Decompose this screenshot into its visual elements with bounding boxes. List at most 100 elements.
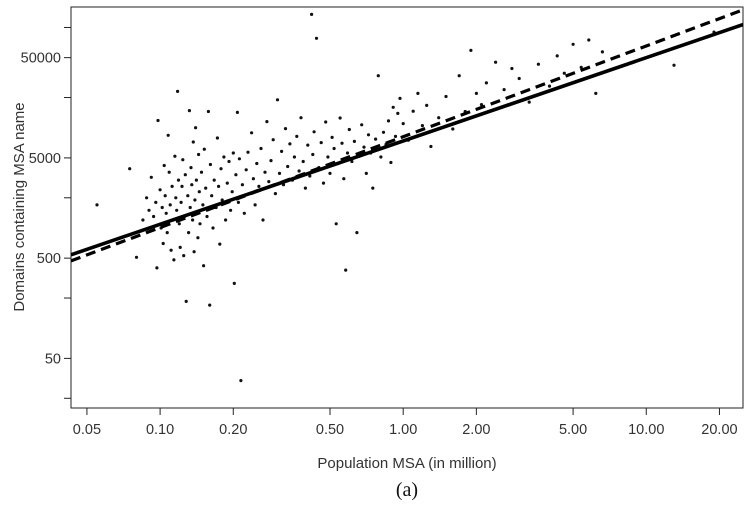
data-point: [164, 211, 168, 215]
data-point: [236, 200, 240, 204]
x-axis: 0.05 0.10 0.20 0.50 1.00 2.00 5.00 10.00 20.00: [73, 408, 738, 438]
data-point: [277, 171, 282, 175]
data-point: [366, 133, 371, 137]
x-tick-label: 1.00: [389, 422, 417, 438]
data-point: [201, 203, 205, 207]
data-point: [310, 12, 314, 16]
data-point: [128, 167, 132, 171]
data-point: [312, 130, 316, 134]
data-point: [527, 100, 531, 104]
data-point: [398, 96, 402, 100]
data-point: [224, 218, 228, 222]
data-point: [536, 62, 541, 66]
data-point: [579, 65, 583, 69]
x-tick-label: 20.00: [701, 422, 737, 438]
data-point: [257, 184, 261, 188]
data-point: [338, 116, 342, 120]
data-point: [156, 118, 160, 123]
data-point: [197, 152, 201, 157]
data-point: [167, 170, 171, 174]
data-point: [420, 124, 424, 128]
data-point: [199, 170, 204, 174]
data-point: [244, 168, 248, 172]
data-point: [265, 120, 269, 124]
data-point: [169, 248, 173, 252]
data-point: [416, 91, 420, 95]
data-point: [212, 178, 216, 182]
data-point: [210, 194, 214, 198]
data-point: [271, 138, 275, 142]
x-tick-label: 0.20: [219, 422, 247, 438]
data-point: [502, 88, 506, 92]
data-point: [194, 126, 198, 130]
data-point: [165, 231, 169, 235]
data-point: [250, 131, 254, 135]
data-point: [168, 203, 172, 207]
data-point: [345, 151, 350, 155]
data-point: [396, 111, 400, 115]
data-point: [225, 181, 229, 185]
data-point: [301, 159, 305, 164]
data-point: [352, 139, 356, 143]
plot-frame: [70, 6, 744, 409]
data-point: [154, 200, 158, 204]
data-point: [259, 146, 263, 151]
data-point: [166, 133, 170, 137]
data-point: [393, 134, 398, 138]
data-point: [160, 205, 164, 210]
data-point: [176, 89, 180, 93]
data-point: [208, 303, 212, 307]
y-tick-label: 5000: [29, 151, 61, 167]
data-point: [227, 159, 231, 164]
x-tick-label: 10.00: [628, 422, 664, 438]
y-tick-label: 500: [37, 251, 61, 267]
solid-fit-line: [70, 22, 744, 257]
data-point: [239, 379, 243, 383]
x-tick-label: 0.10: [146, 422, 174, 438]
data-point: [170, 184, 174, 188]
data-point: [288, 142, 292, 146]
data-point: [175, 208, 179, 212]
data-point: [364, 171, 368, 175]
data-point: [134, 255, 139, 259]
data-point: [181, 158, 185, 162]
data-point: [360, 123, 364, 127]
data-point: [474, 91, 478, 95]
data-point: [334, 222, 338, 226]
data-point: [186, 194, 190, 198]
data-point: [547, 84, 552, 88]
data-point: [215, 136, 219, 140]
data-point: [286, 164, 290, 169]
data-point: [273, 192, 277, 196]
data-point: [95, 203, 99, 207]
data-point: [158, 188, 162, 192]
x-tick-label: 2.00: [462, 422, 490, 438]
y-tick-label: 50000: [21, 51, 61, 67]
data-point: [379, 155, 383, 159]
data-point: [208, 162, 212, 167]
data-point: [205, 214, 209, 219]
data-point: [152, 214, 156, 219]
data-point: [173, 154, 177, 158]
data-point: [308, 174, 312, 178]
data-point: [314, 36, 319, 40]
data-point: [311, 152, 315, 157]
data-point: [172, 258, 176, 262]
data-point: [217, 184, 221, 188]
data-point: [494, 60, 498, 64]
data-point: [267, 180, 271, 184]
data-point: [342, 177, 346, 181]
data-point: [444, 94, 448, 99]
data-point: [189, 166, 193, 170]
data-point: [155, 266, 159, 270]
y-axis: 50 500 5000 50000: [21, 26, 71, 399]
data-point: [184, 299, 188, 303]
data-point: [202, 264, 206, 268]
data-point: [196, 236, 200, 240]
data-point: [145, 196, 149, 200]
data-point: [163, 194, 167, 198]
data-point: [600, 50, 605, 54]
data-point: [261, 218, 265, 222]
data-point: [237, 157, 241, 161]
